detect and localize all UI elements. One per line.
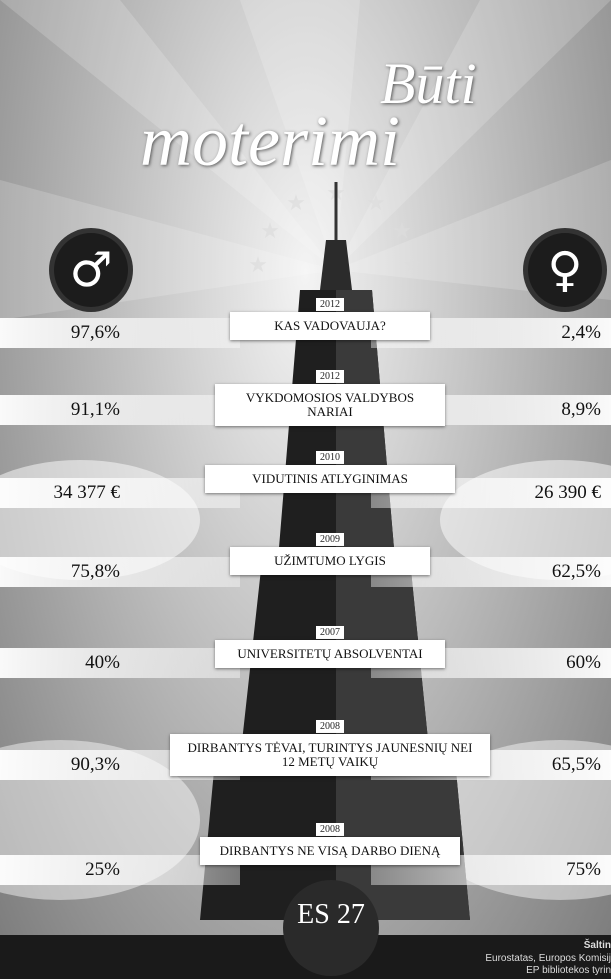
title-line2: moterimi (140, 100, 400, 183)
svg-text:★: ★ (260, 219, 280, 244)
male-value: 40% (85, 648, 120, 678)
female-value: 60% (566, 648, 601, 678)
female-value: 8,9% (561, 395, 601, 425)
svg-text:★: ★ (366, 191, 386, 216)
male-value: 91,1% (71, 395, 120, 425)
value-strip (0, 318, 240, 348)
year: 2008 (316, 823, 344, 836)
svg-text:★: ★ (248, 253, 268, 278)
year: 2012 (316, 370, 344, 383)
page: ★★★★ ★★★ Būti moterimi ♂ ♀ 97,6%2,4%2012… (0, 0, 611, 979)
value-strip (0, 648, 240, 678)
year: 2008 (316, 720, 344, 733)
label-banner: VYKDOMOSIOS VALDYBOS NARIAI (215, 384, 445, 426)
source-line: EP bibliotekos tyrin (526, 965, 611, 976)
female-value: 62,5% (552, 557, 601, 587)
female-value: 75% (566, 855, 601, 885)
value-strip (0, 478, 240, 508)
year: 2007 (316, 626, 344, 639)
female-value: 26 390 € (535, 478, 602, 508)
male-value: 97,6% (71, 318, 120, 348)
source-title: Šaltin (584, 940, 611, 951)
value-strip (0, 557, 240, 587)
value-strip (0, 395, 240, 425)
label-banner: KAS VADOVAUJA? (230, 312, 430, 340)
female-symbol: ♀ (528, 233, 602, 307)
male-value: 90,3% (71, 750, 120, 780)
svg-text:★: ★ (402, 253, 422, 278)
year: 2012 (316, 298, 344, 311)
infographic: ★★★★ ★★★ Būti moterimi ♂ ♀ 97,6%2,4%2012… (0, 0, 611, 979)
year: 2010 (316, 451, 344, 464)
male-value: 34 377 € (54, 478, 121, 508)
male-value: 25% (85, 855, 120, 885)
svg-text:★: ★ (392, 219, 412, 244)
year: 2009 (316, 533, 344, 546)
label-banner: VIDUTINIS ATLYGINIMAS (205, 465, 455, 493)
label-banner: DIRBANTYS TĖVAI, TURINTYS JAUNESNIŲ NEI … (170, 734, 490, 776)
male-symbol: ♂ (54, 233, 128, 307)
label-banner: UNIVERSITETŲ ABSOLVENTAI (215, 640, 445, 668)
svg-text:★: ★ (286, 191, 306, 216)
label-banner: DIRBANTYS NE VISĄ DARBO DIENĄ (200, 837, 460, 865)
region-badge: ES 27 (283, 880, 379, 976)
female-value: 2,4% (561, 318, 601, 348)
label-banner: UŽIMTUMO LYGIS (230, 547, 430, 575)
male-value: 75,8% (71, 557, 120, 587)
source-line: Eurostatas, Europos Komisij (485, 953, 611, 964)
female-value: 65,5% (552, 750, 601, 780)
